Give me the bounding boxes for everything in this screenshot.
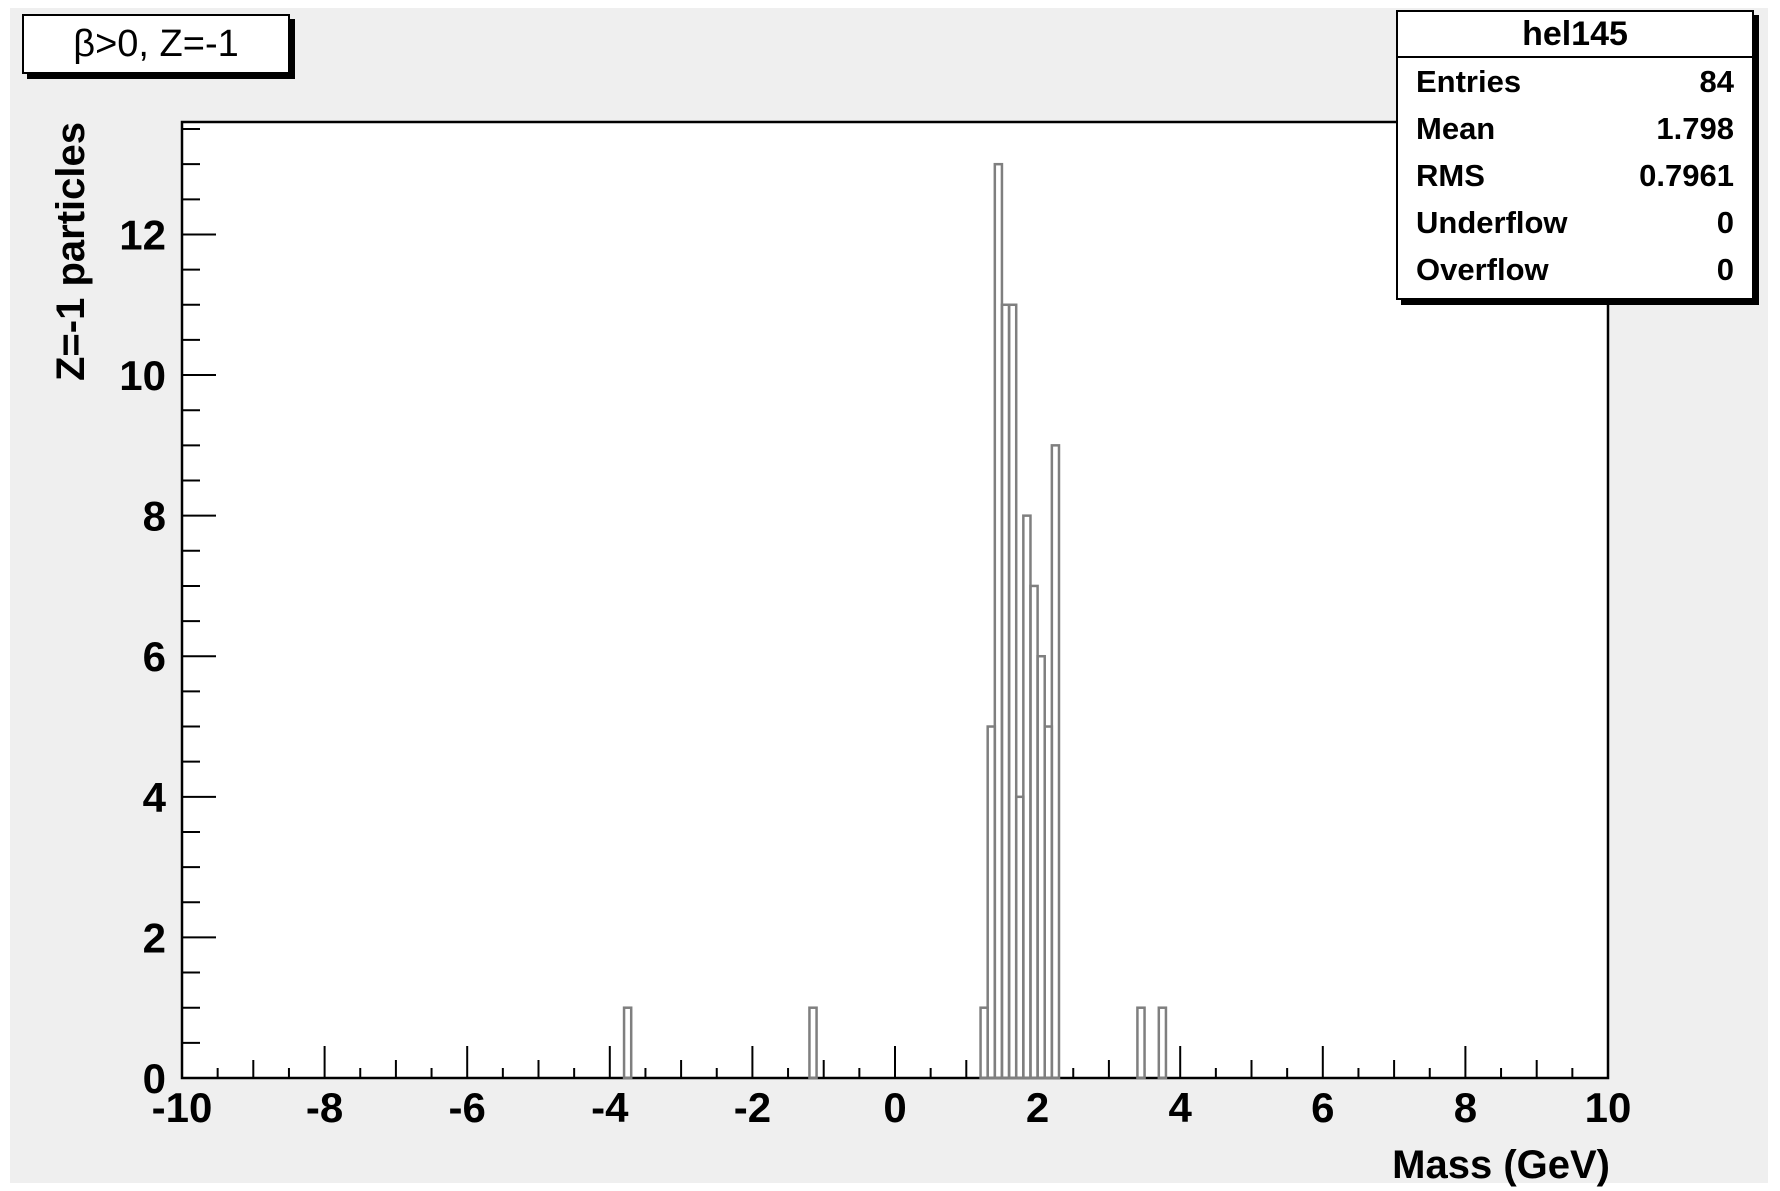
y-tick-label: 12 (119, 211, 166, 258)
histogram-bars (622, 162, 1168, 1080)
histogram-bin (1136, 1006, 1146, 1080)
histogram-bin (622, 1006, 633, 1080)
histogram-title: β>0, Z=-1 (73, 22, 239, 65)
stats-key: Mean (1416, 110, 1496, 146)
plot-area (180, 120, 1610, 1080)
stats-row-underflow: Underflow 0 (1398, 199, 1752, 246)
y-tick-label: 8 (143, 493, 166, 540)
stats-key: RMS (1416, 157, 1485, 193)
stats-value: 0 (1716, 251, 1734, 287)
x-tick-label: 6 (1311, 1084, 1334, 1131)
y-tick-label: 4 (143, 774, 167, 821)
histogram-title-box: β>0, Z=-1 (22, 14, 290, 74)
x-tick-label: -8 (306, 1084, 343, 1131)
x-tick-label: -10 (152, 1084, 213, 1131)
x-tick-label: -4 (591, 1084, 629, 1131)
y-tick-label: 6 (143, 633, 166, 680)
x-tick-label: 0 (883, 1084, 906, 1131)
histogram-bin (1007, 303, 1018, 1080)
stats-key: Overflow (1416, 251, 1549, 287)
y-axis-title: Z=-1 particles (49, 122, 93, 381)
stats-row-overflow: Overflow 0 (1398, 246, 1752, 293)
stats-value: 0.7961 (1639, 157, 1734, 193)
stats-value: 1.798 (1656, 110, 1734, 146)
x-tick-label: 8 (1454, 1084, 1477, 1131)
stats-row-mean: Mean 1.798 (1398, 105, 1752, 152)
y-tick-label: 10 (119, 352, 166, 399)
y-tick-label: 2 (143, 914, 166, 961)
axis-tick-labels: -10 -8 -6 -4 -2 0 2 4 6 8 10 0 2 4 6 8 10 12 (119, 211, 1631, 1131)
stats-row-rms: RMS 0.7961 (1398, 152, 1752, 199)
x-tick-label: -6 (449, 1084, 486, 1131)
stats-box: hel145 Entries 84 Mean 1.798 RMS 0.7961 … (1396, 10, 1754, 300)
histogram-bin (808, 1006, 818, 1080)
x-tick-label: 4 (1169, 1084, 1193, 1131)
histogram-bin (1050, 444, 1061, 1080)
axis-ticks (181, 128, 1609, 1079)
y-tick-label: 0 (143, 1055, 166, 1102)
stats-row-entries: Entries 84 (1398, 58, 1752, 105)
stats-key: Underflow (1416, 204, 1568, 240)
x-tick-label: -2 (734, 1084, 771, 1131)
stats-value: 84 (1699, 63, 1734, 99)
x-tick-label: 10 (1585, 1084, 1632, 1131)
histogram-bin (1157, 1006, 1168, 1080)
x-axis-title: Mass (GeV) (1392, 1143, 1610, 1187)
stats-value: 0 (1716, 204, 1734, 240)
stats-key: Entries (1416, 63, 1522, 99)
x-tick-label: 2 (1026, 1084, 1049, 1131)
stats-histogram-name: hel145 (1398, 12, 1752, 58)
